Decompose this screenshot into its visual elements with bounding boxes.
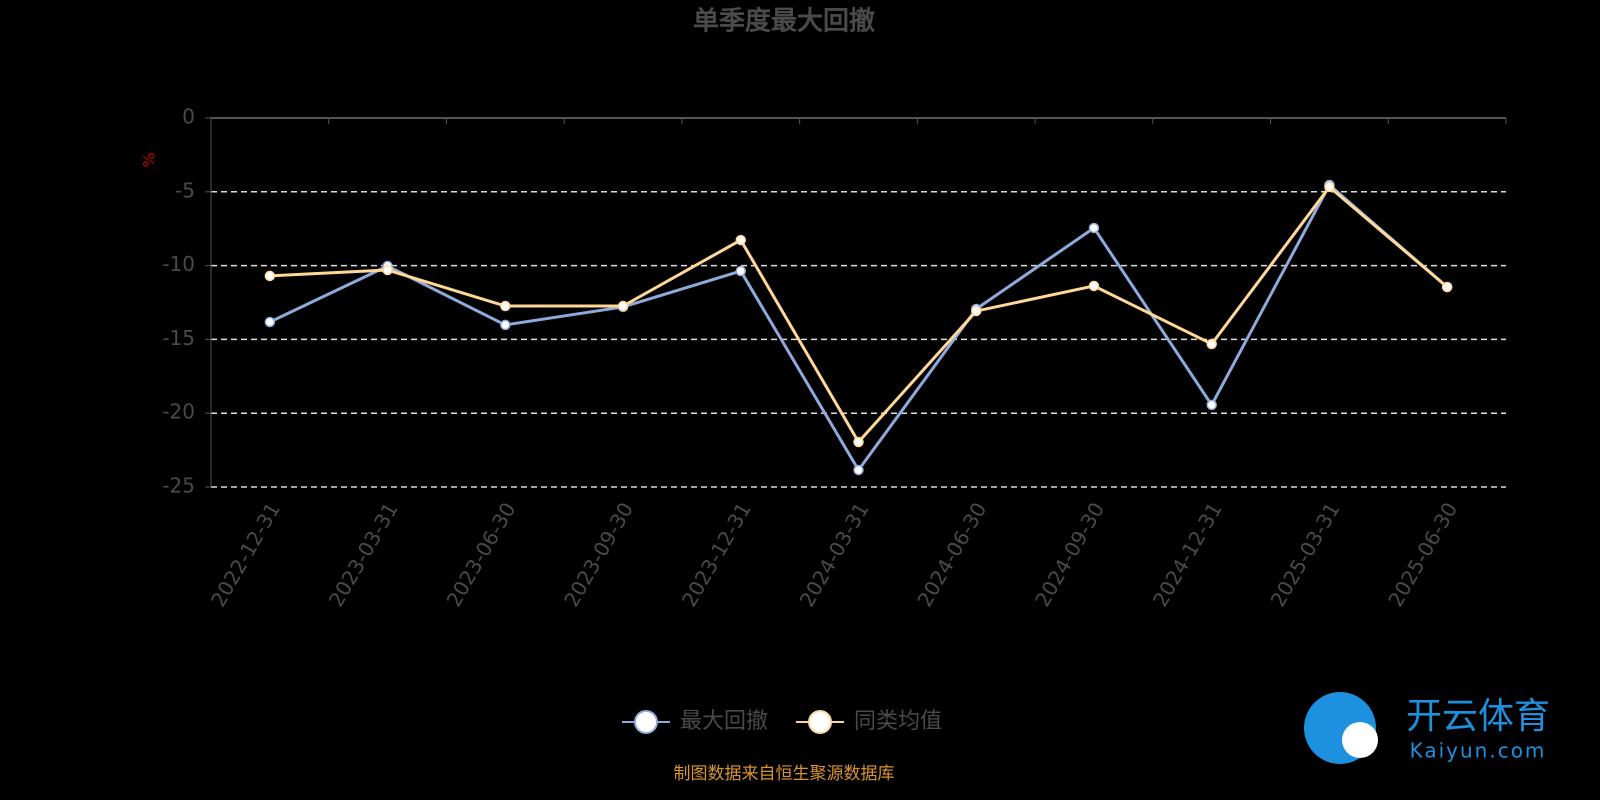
x-tick-label: 2023-12-31	[677, 498, 756, 611]
chart-title: 单季度最大回撤	[693, 6, 875, 37]
legend-marker	[634, 710, 658, 734]
series	[264, 181, 1453, 448]
x-tick-label: 2024-12-31	[1148, 498, 1227, 611]
point	[382, 264, 393, 276]
legend-label: 最大回撤	[680, 709, 768, 734]
legend-marker	[808, 710, 832, 734]
watermark-title: 开云体育	[1406, 696, 1550, 737]
point	[1206, 399, 1217, 411]
point	[264, 316, 276, 328]
logo-ball	[1342, 722, 1378, 758]
line	[269, 184, 1449, 445]
y-axis-label: %	[140, 152, 159, 167]
x-tick-label: 2022-12-31	[206, 498, 285, 611]
point	[617, 300, 629, 312]
point	[500, 319, 511, 331]
watermark-subtitle: Kaiyun.com	[1410, 739, 1547, 763]
y-tick-label: -15	[162, 326, 195, 350]
line	[269, 182, 1449, 473]
point	[970, 305, 982, 317]
x-tick-label: 2023-03-31	[324, 498, 403, 611]
point	[1206, 338, 1217, 350]
source-note: 制图数据来自恒生聚源数据库	[674, 764, 895, 784]
y-tick-label: -10	[162, 252, 195, 276]
x-tick-label: 2025-06-30	[1383, 498, 1462, 611]
point	[1088, 280, 1100, 292]
y-tick-label: -25	[162, 474, 195, 498]
x-tick-label: 2024-06-30	[912, 498, 991, 611]
x-tick-label: 2025-03-31	[1266, 498, 1345, 611]
x-tick-label: 2024-03-31	[795, 498, 874, 611]
point	[1324, 181, 1335, 193]
y-tick-label: -20	[162, 400, 195, 424]
x-tick-label: 2023-09-30	[559, 498, 638, 611]
y-tick-label: 0	[182, 105, 195, 129]
point	[735, 265, 747, 277]
x-tick-label: 2023-06-30	[442, 498, 521, 611]
watermark: 开云体育 Kaiyun.com	[1304, 692, 1550, 764]
series	[264, 179, 1453, 476]
point	[1441, 281, 1453, 293]
y-tick-label: -5	[175, 178, 195, 202]
point	[1088, 222, 1100, 234]
x-tick-label: 2024-09-30	[1030, 498, 1109, 611]
point	[853, 436, 864, 448]
point	[500, 300, 511, 312]
point	[735, 234, 747, 246]
legend-label: 同类均值	[854, 709, 942, 734]
point	[264, 270, 276, 282]
point	[853, 464, 864, 476]
